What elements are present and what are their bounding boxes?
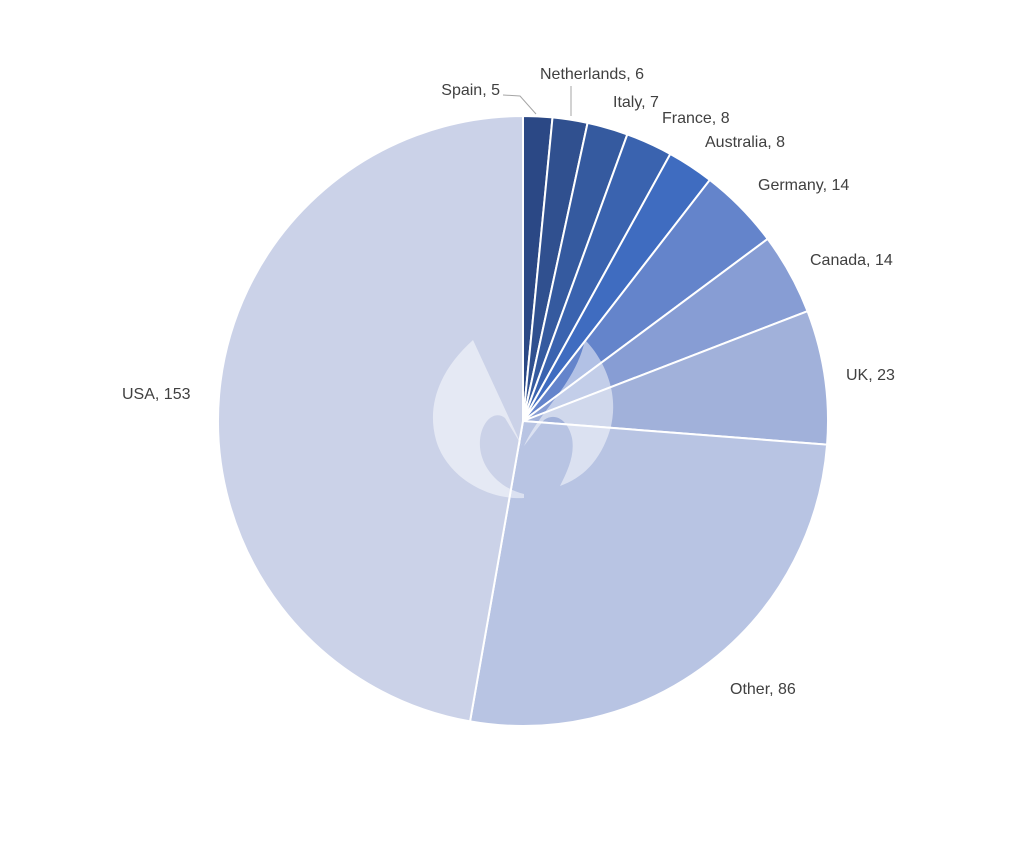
data-label-netherlands: Netherlands, 6 bbox=[540, 66, 644, 83]
pie-slice-other bbox=[468, 419, 829, 727]
data-label-italy: Italy, 7 bbox=[613, 94, 659, 111]
data-label-spain: Spain, 5 bbox=[441, 82, 500, 99]
data-label-canada: Canada, 14 bbox=[810, 252, 893, 269]
pie-slice-usa bbox=[217, 114, 524, 723]
leader-lines bbox=[502, 86, 572, 116]
data-label-france: France, 8 bbox=[662, 110, 730, 127]
data-label-other: Other, 86 bbox=[730, 681, 796, 698]
data-label-uk: UK, 23 bbox=[846, 367, 895, 384]
flame-logo-watermark bbox=[432, 340, 614, 499]
data-label-germany: Germany, 14 bbox=[758, 177, 849, 194]
data-label-australia: Australia, 8 bbox=[705, 134, 785, 151]
leader-line-spain bbox=[502, 94, 537, 115]
flame-logo-icon-right bbox=[524, 340, 614, 486]
pie-slices bbox=[217, 114, 829, 727]
data-label-usa: USA, 153 bbox=[122, 386, 191, 403]
flame-logo-icon bbox=[432, 340, 524, 499]
